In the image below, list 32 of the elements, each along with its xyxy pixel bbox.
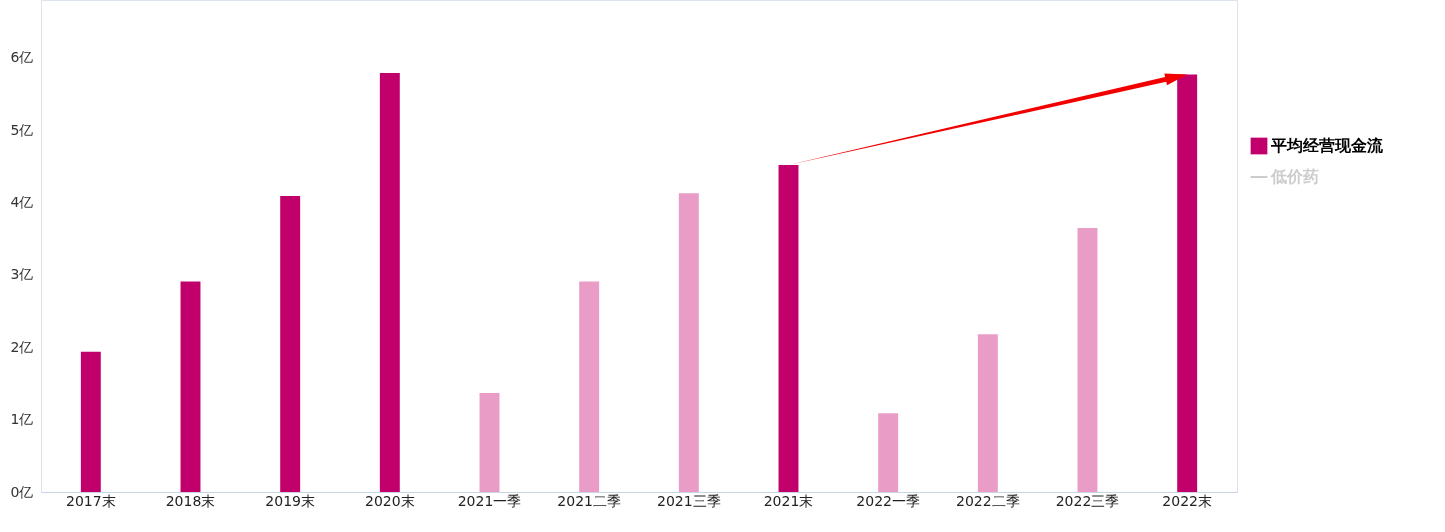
bar (479, 392, 500, 492)
y-tick-label: 1亿 (10, 411, 34, 428)
bar (579, 281, 600, 492)
x-tick-label: 2017末 (66, 492, 116, 509)
x-tick-label: 2021三季 (657, 492, 721, 509)
bar (878, 413, 899, 492)
bar (280, 196, 301, 492)
legend-label: 平均经营现金流 (1270, 136, 1384, 155)
x-tick-label: 2022一季 (856, 492, 920, 509)
x-tick-label: 2022末 (1162, 492, 1212, 509)
y-tick-label: 2亿 (10, 338, 34, 355)
y-tick-label: 4亿 (10, 194, 34, 211)
bar (80, 351, 101, 492)
x-tick-label: 2019末 (265, 492, 315, 509)
bar (1177, 74, 1198, 492)
bar (180, 281, 201, 492)
x-tick-label: 2021一季 (457, 492, 522, 509)
y-tick-label: 3亿 (10, 266, 34, 283)
x-tick-label: 2018末 (165, 492, 216, 509)
x-tick-label: 2020末 (365, 492, 415, 509)
bar (778, 164, 799, 492)
y-tick-label: 0亿 (10, 483, 34, 500)
y-tick-label: 6亿 (10, 49, 34, 66)
x-tick-label: 2022二季 (956, 492, 1020, 509)
bar (678, 193, 699, 492)
y-tick-label: 5亿 (10, 121, 34, 138)
x-tick-label: 2022三季 (1055, 492, 1120, 509)
x-tick-label: 2021二季 (557, 492, 621, 509)
bar (379, 73, 400, 492)
bar (1077, 227, 1098, 492)
x-tick-label: 2021末 (763, 492, 814, 509)
bar (977, 334, 998, 492)
